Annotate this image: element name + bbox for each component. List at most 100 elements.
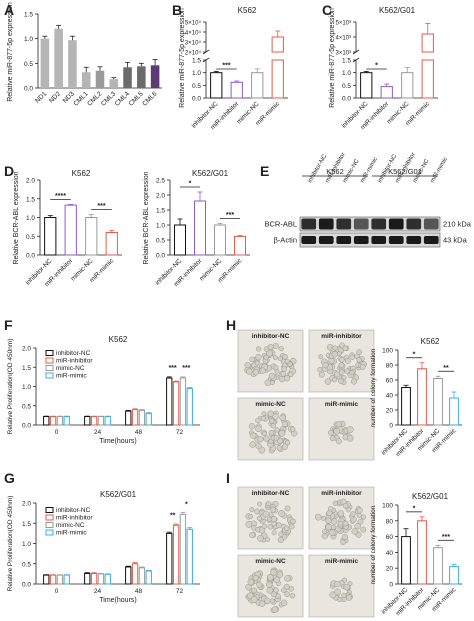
chart-b-ytick-label: 2×10⁴ (185, 50, 202, 57)
chart-g-legend-label: miR-mimic (56, 530, 87, 537)
chart-d1-ytick-label: 1.5 (26, 196, 35, 203)
photos-i-cell (321, 515, 326, 521)
photos-h-cell (350, 378, 357, 385)
photos-h-cell (279, 414, 286, 422)
photos-i-cell (257, 501, 263, 507)
panel-label-h: H (226, 317, 237, 333)
chart-f-bar (84, 416, 91, 426)
chart-d1-bar (105, 232, 118, 256)
chart-i-ytick-label: 100 (382, 503, 393, 510)
chart-g-bar (179, 513, 187, 585)
blot-e-band (406, 236, 422, 244)
photos-h-cell (349, 354, 355, 360)
chart-g-xlabel: Time(hours) (99, 597, 136, 604)
photos-h-photo-label: mimic-NC (255, 401, 286, 408)
photos-h-cell (272, 355, 278, 361)
chart-b-bar (251, 72, 264, 99)
photos-h-cell (282, 421, 288, 428)
chart-g-bar (186, 528, 193, 585)
chart-g-sig-label: ** (170, 512, 176, 519)
photos-i-cell (249, 532, 256, 539)
blot-e-membrane (299, 216, 441, 232)
chart-b-ytick-label: 4×10⁴ (185, 30, 202, 37)
chart-d2-ytick-label: 0.0 (156, 253, 165, 260)
chart-b-bar-upper (271, 36, 284, 53)
chart-f-ytick-label: 1.0 (22, 384, 31, 391)
photos-i-cell (360, 526, 367, 533)
photos-i-cell (289, 593, 296, 599)
photos-h-cell (276, 445, 283, 451)
chart-f-ytick-label: 2.0 (22, 346, 31, 353)
blot-e-band (388, 236, 404, 244)
chart-d1-sig-label: *** (97, 203, 105, 210)
chart-f-legend-swatch (45, 365, 54, 371)
blot-e-kda-label: 43 kDa (443, 236, 468, 245)
chart-d1-bar (64, 204, 77, 256)
photos-h-cell (346, 426, 354, 433)
photos-i-cell (281, 534, 288, 540)
chart-d2-ytick-label: 1.0 (156, 223, 165, 230)
chart-f-sig-label: *** (182, 365, 190, 372)
photos-i-cell (356, 507, 363, 514)
photos-h-cell (261, 431, 267, 437)
chart-f-legend-label: inhibitor-NC (56, 350, 91, 357)
photos-i-cell (251, 587, 258, 594)
photos-i-cell (266, 574, 274, 581)
photos-i-cell (256, 581, 263, 588)
blot-e-band (371, 218, 387, 230)
photos-i-cell (337, 510, 345, 517)
chart-i-ylabel: number of colony formation (370, 505, 377, 584)
blot-e-band (353, 218, 369, 230)
photos-i-cell (250, 596, 258, 603)
photos-i-cell (356, 512, 362, 518)
photos-i-cell (249, 507, 255, 513)
blot-e-band (336, 236, 352, 244)
chart-h-ytick-label: 40 (386, 393, 394, 400)
photos-h-cell (250, 432, 257, 439)
photos-i-cell (345, 507, 351, 513)
photos-i-cell (355, 531, 362, 538)
photos-i-cell (255, 527, 261, 533)
chart-a-bar (40, 38, 50, 88)
photos-h-cell (356, 357, 362, 363)
chart-h-bar (449, 397, 459, 426)
chart-c-bar-upper (421, 33, 434, 53)
photos-h-cell (359, 364, 366, 370)
chart-i-bar (433, 547, 443, 585)
photos-h-cell (322, 362, 329, 369)
chart-i-bar (417, 520, 427, 585)
photos-h-cell (318, 354, 324, 360)
photos-i-cell (264, 536, 270, 542)
chart-f-bar (104, 416, 111, 426)
chart-f-ylabel: Relative Proliferation(OD 450nm) (7, 339, 14, 435)
chart-c-ytick-label: 4×10³ (335, 36, 351, 42)
photos-h-cell (329, 435, 336, 442)
photos-i-cell (262, 510, 270, 518)
photos-i-cell (245, 520, 253, 528)
chart-b-bar (230, 81, 243, 99)
chart-g-ylabel: Relative Proliferation(OD 450nm) (7, 496, 14, 592)
blot-e-row-label: BCR-ABL (264, 220, 297, 229)
blot-e-band (336, 218, 352, 230)
chart-g-ytick-label: 1.0 (22, 541, 31, 548)
photos-h-cell (280, 371, 287, 377)
blot-e-band (423, 218, 439, 230)
photos-h-cell (338, 378, 344, 384)
photos-h-cell (259, 367, 266, 374)
photos-h-cell (338, 356, 345, 363)
chart-a-bar (150, 65, 160, 88)
chart-f-ytick-label: 0.5 (22, 403, 31, 410)
chart-d2-sig-label: * (189, 181, 192, 188)
chart-f-bar (172, 381, 180, 426)
photos-i-cell (342, 502, 349, 509)
chart-f-legend-swatch (45, 372, 54, 379)
chart-h-bar (417, 368, 427, 426)
photos-i-cell (278, 510, 285, 517)
blot-e-band (406, 218, 422, 230)
chart-a-ytick-label: 0.0 (24, 86, 33, 93)
photos-i-cell (325, 517, 332, 524)
chart-g-title: K562/G01 (100, 490, 137, 499)
photos-h-cell (273, 365, 279, 371)
photos-i-cell (329, 529, 336, 536)
panel-label-i: I (226, 470, 230, 486)
